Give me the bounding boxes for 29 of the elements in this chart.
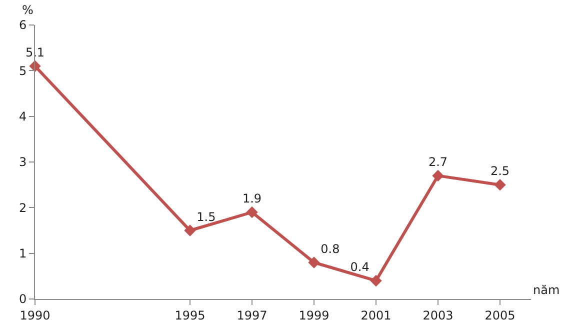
data-label: 0.4: [350, 260, 370, 274]
y-tick-label: 2: [18, 200, 27, 215]
data-label: 2.5: [490, 164, 510, 178]
x-tick-label: 1999: [298, 308, 330, 322]
data-label: 2.7: [428, 155, 448, 170]
data-label: 5.1: [25, 45, 45, 60]
y-tick-label: 4: [18, 110, 27, 124]
data-label: 1.9: [242, 192, 262, 206]
x-tick-label: 2005: [484, 308, 516, 322]
x-tick-label: 2003: [422, 308, 454, 322]
y-tick-label: 0: [18, 292, 27, 306]
y-axis-title: %: [22, 3, 34, 17]
y-tick-label: 6: [18, 18, 27, 32]
data-label: 0.8: [320, 242, 340, 256]
point: [246, 206, 258, 218]
point: [494, 178, 506, 191]
x-tick-label: 1990: [20, 308, 50, 322]
y-tick-label: 5: [18, 64, 27, 78]
x-axis-title: năm: [533, 283, 560, 297]
x-tick-label: 1997: [236, 308, 268, 322]
point: [308, 256, 320, 268]
y-tick-label: 1: [18, 246, 27, 261]
y-tick-label: 3: [18, 155, 27, 170]
data-label: 1.5: [196, 210, 216, 224]
x-tick-label: 1995: [174, 308, 206, 322]
point: [370, 274, 382, 287]
point: [432, 170, 444, 182]
point: [184, 224, 196, 236]
x-tick-label: 2001: [360, 308, 392, 322]
